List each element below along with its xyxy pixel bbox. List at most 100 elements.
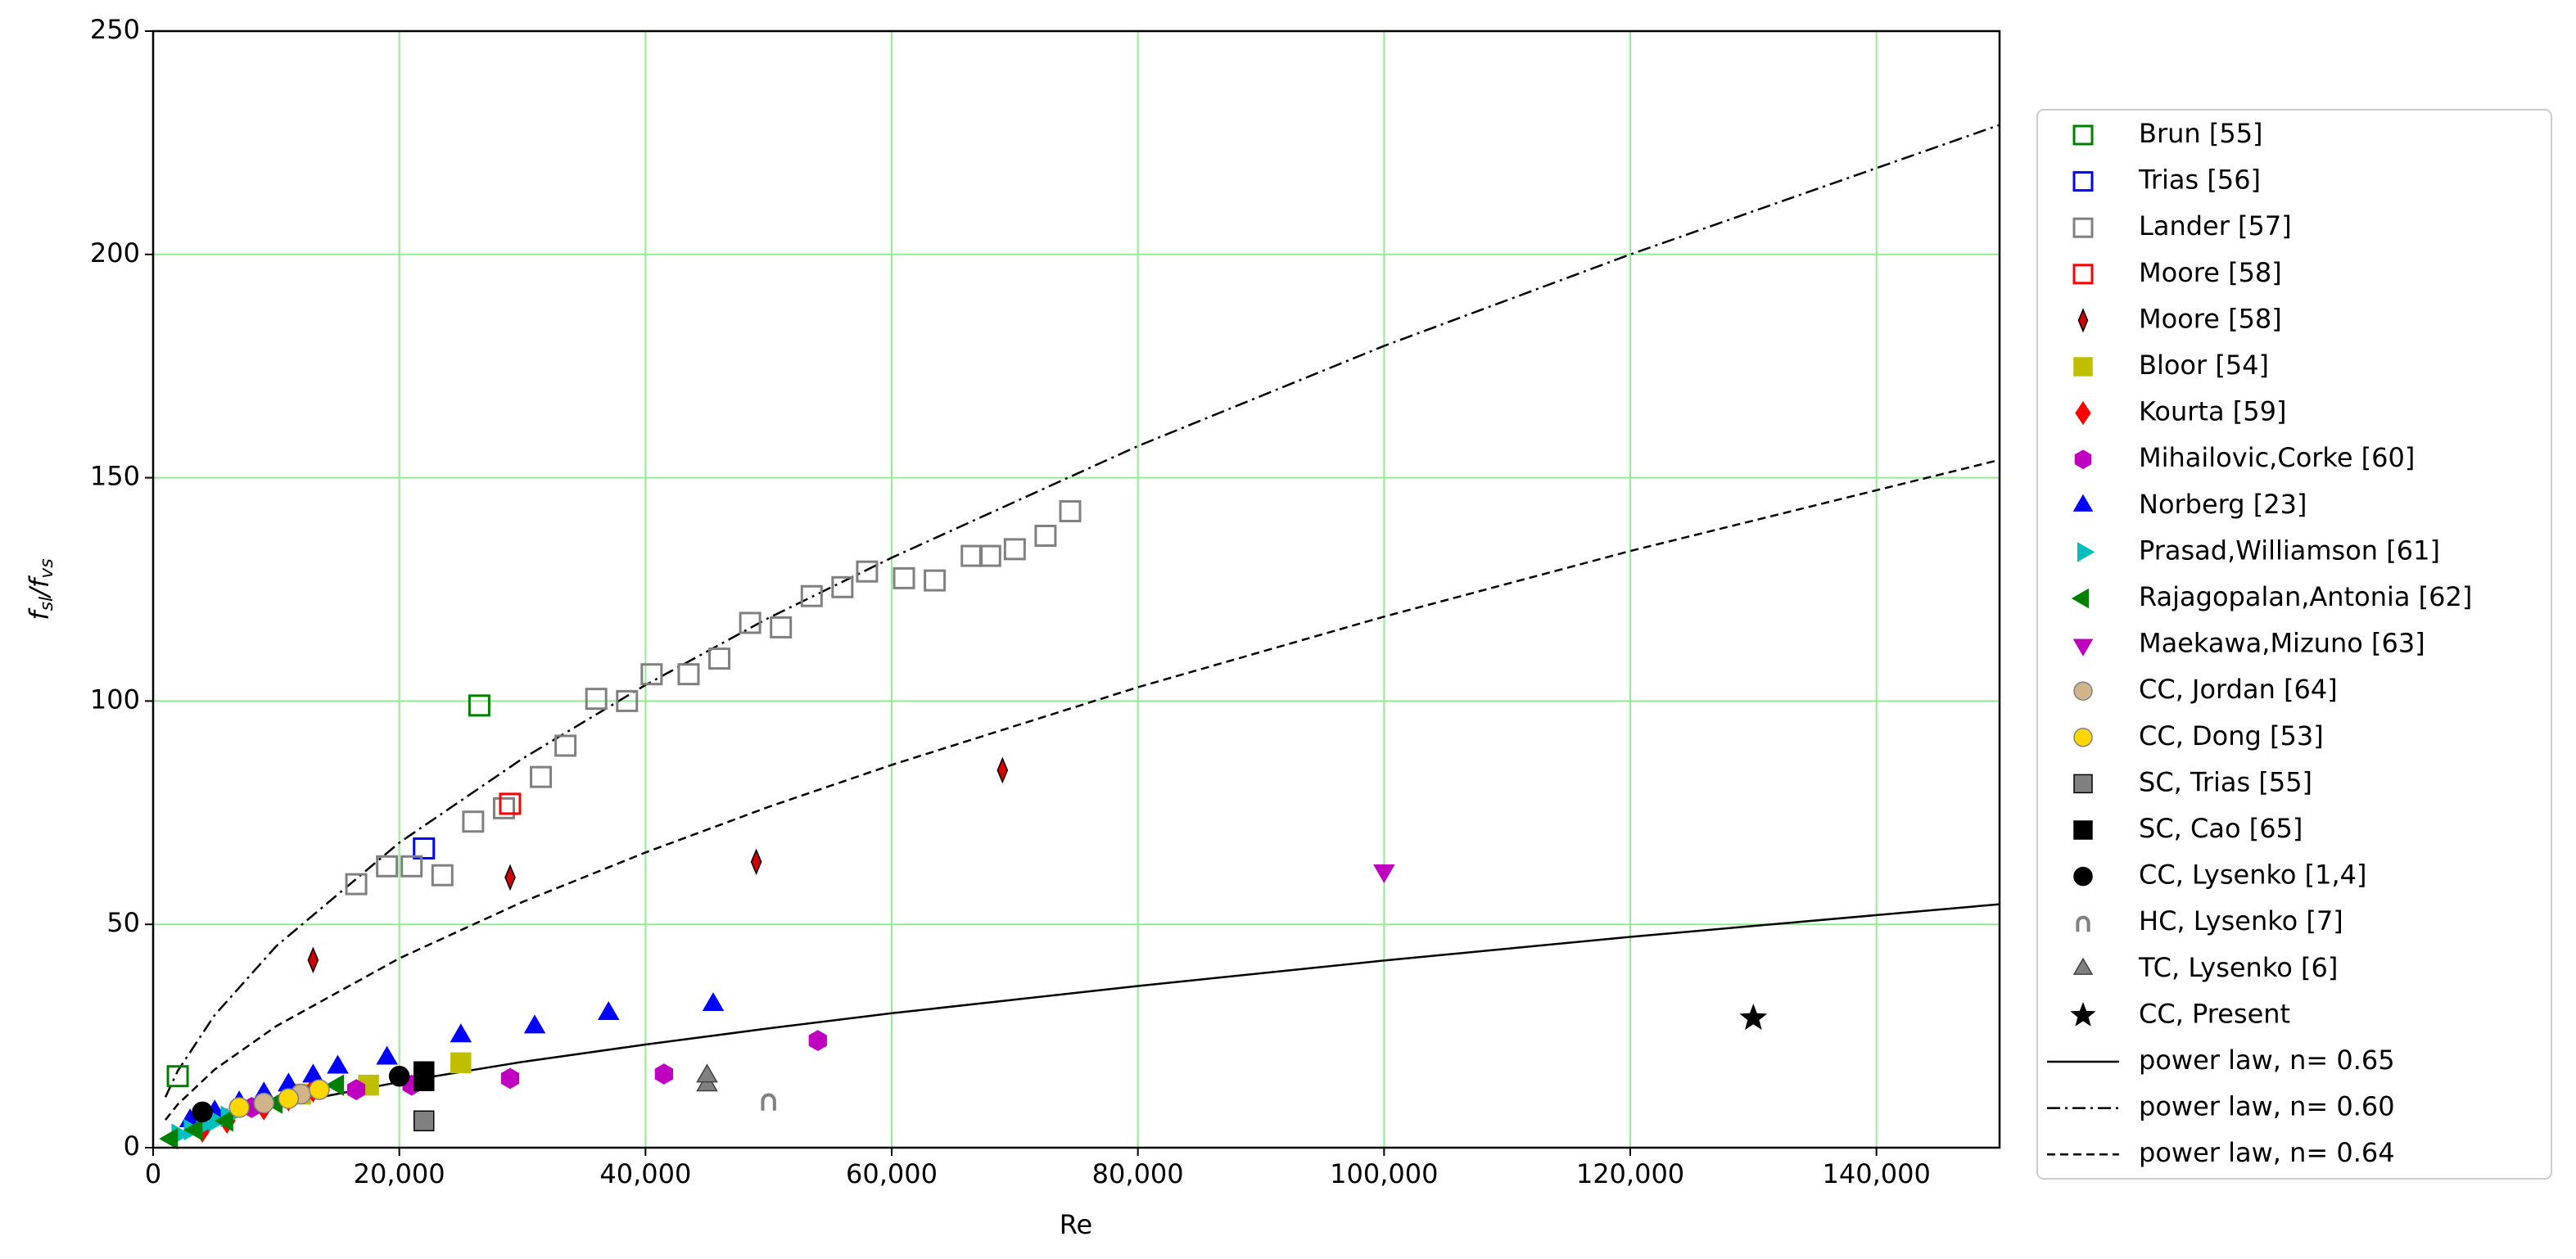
- legend-marker: [2073, 774, 2093, 794]
- data-point: [450, 1052, 472, 1074]
- x-tick-label: 40,000: [599, 1158, 691, 1189]
- data-point: [924, 569, 947, 592]
- legend-label: Prasad,Williamson [61]: [2139, 535, 2440, 566]
- x-tick-label: 60,000: [846, 1158, 938, 1189]
- legend-marker: [2077, 308, 2089, 333]
- y-axis-label-part: sl: [37, 597, 57, 611]
- legend-marker: [2070, 1002, 2096, 1027]
- data-point: [761, 1093, 776, 1111]
- power-law-line: [165, 458, 2000, 1121]
- data-point: [345, 873, 368, 896]
- legend-label: SC, Cao [65]: [2139, 813, 2303, 844]
- data-point: [616, 689, 639, 712]
- x-tick-label: 100,000: [1330, 1158, 1438, 1189]
- legend-marker: [2073, 728, 2093, 747]
- legend-marker: [2072, 957, 2094, 975]
- legend-marker: [2077, 542, 2095, 562]
- data-point: [739, 611, 762, 634]
- data-point: [554, 734, 577, 757]
- data-point: [462, 810, 485, 833]
- legend-marker: [2072, 639, 2094, 657]
- data-point: [388, 1065, 410, 1087]
- legend-label: Trias [56]: [2138, 165, 2261, 196]
- legend-label: Mihailovic,Corke [60]: [2139, 442, 2415, 473]
- data-point: [192, 1101, 213, 1123]
- legend-marker: [2072, 217, 2094, 238]
- legend-marker: [2074, 449, 2092, 470]
- data-point: [492, 796, 515, 819]
- legend-marker: [2072, 494, 2094, 512]
- legend-label: Moore [58]: [2139, 257, 2282, 288]
- legend-label: CC, Dong [53]: [2139, 720, 2324, 751]
- legend-label: power law, n= 0.60: [2139, 1091, 2395, 1122]
- data-point: [413, 1110, 435, 1132]
- legend-marker: [2072, 171, 2094, 192]
- data-point: [500, 1067, 520, 1090]
- legend-marker: [2072, 264, 2094, 285]
- legend-label: Brun [55]: [2139, 118, 2263, 149]
- data-point: [523, 1014, 546, 1034]
- data-point: [504, 864, 516, 891]
- data-point: [309, 1079, 330, 1100]
- x-tick-label: 0: [145, 1158, 161, 1189]
- data-point: [327, 1054, 349, 1074]
- power-law-line: [164, 124, 2000, 1098]
- data-point: [450, 1023, 472, 1043]
- data-point: [413, 837, 436, 860]
- data-point: [856, 560, 879, 583]
- legend-label: power law, n= 0.64: [2139, 1137, 2395, 1168]
- data-point: [468, 694, 490, 717]
- legend-marker: [2073, 357, 2093, 377]
- data-point: [960, 544, 983, 567]
- data-point: [1059, 500, 1082, 523]
- data-point: [346, 1079, 366, 1100]
- data-point: [893, 566, 915, 589]
- data-point: [307, 946, 319, 974]
- legend-label: HC, Lysenko [7]: [2139, 905, 2343, 936]
- data-point: [413, 1061, 435, 1082]
- data-point: [166, 1065, 189, 1088]
- data-point: [214, 1109, 233, 1132]
- data-point: [585, 688, 608, 711]
- x-tick-label: 80,000: [1092, 1158, 1184, 1189]
- data-point: [696, 1063, 718, 1083]
- data-point: [598, 1000, 620, 1020]
- y-tick-label: 150: [90, 461, 140, 492]
- plot-frame: [151, 29, 2001, 1149]
- data-point: [183, 1118, 203, 1141]
- data-point: [997, 756, 1009, 784]
- data-point: [400, 855, 423, 878]
- legend-label: Norberg [23]: [2139, 489, 2307, 520]
- legend-label: CC, Jordan [64]: [2139, 674, 2338, 705]
- legend-label: Bloor [54]: [2139, 350, 2269, 381]
- legend-label: TC, Lysenko [6]: [2138, 952, 2338, 983]
- legend-label: Lander [57]: [2139, 210, 2292, 241]
- data-point: [708, 648, 731, 670]
- data-point: [808, 1030, 827, 1051]
- data-point: [1003, 538, 1026, 561]
- legend-marker: [2073, 820, 2093, 840]
- data-point: [530, 765, 553, 788]
- legend-label: SC, Trias [55]: [2139, 766, 2312, 797]
- data-point: [750, 848, 762, 876]
- y-tick-label: 250: [90, 14, 140, 45]
- data-point: [677, 663, 700, 686]
- data-point: [640, 663, 663, 686]
- data-point: [702, 992, 725, 1012]
- legend-box: [2036, 109, 2552, 1180]
- data-point: [978, 544, 1001, 567]
- legend-marker: [2073, 681, 2093, 701]
- legend-label: Rajagopalan,Antonia [62]: [2139, 581, 2472, 612]
- y-axis-label-part: vs: [37, 558, 57, 578]
- legend-marker: [2075, 401, 2091, 426]
- x-tick-label: 20,000: [354, 1158, 445, 1189]
- legend-marker: [2071, 588, 2090, 609]
- x-tick-label: 120,000: [1576, 1158, 1684, 1189]
- legend-marker: [2076, 915, 2090, 932]
- legend-label: Maekawa,Mizuno [63]: [2139, 628, 2425, 659]
- legend-marker: [2072, 124, 2094, 146]
- data-point: [253, 1092, 275, 1114]
- y-tick-label: 0: [124, 1130, 140, 1162]
